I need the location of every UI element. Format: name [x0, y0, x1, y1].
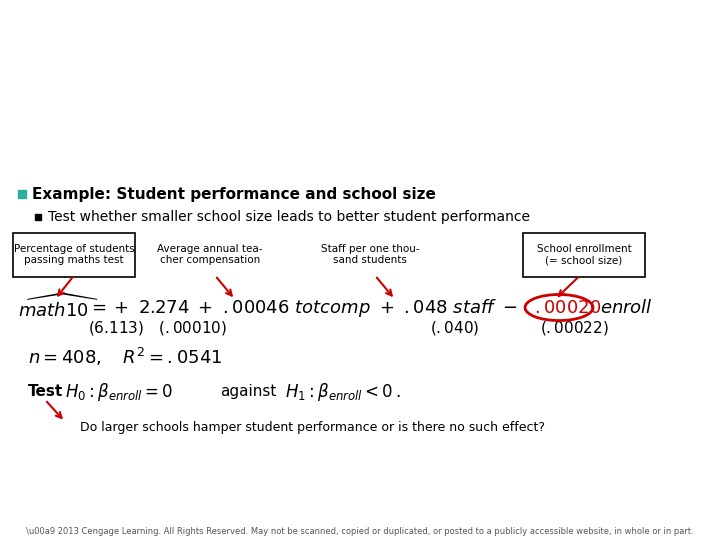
Text: $enroll$: $enroll$ [600, 299, 653, 316]
Text: $(.00022)$: $(.00022)$ [540, 319, 609, 336]
Text: $n = 408, \quad R^2 = .0541$: $n = 408, \quad R^2 = .0541$ [28, 346, 222, 368]
Text: Test whether smaller school size leads to better student performance: Test whether smaller school size leads t… [48, 211, 530, 224]
Text: Example: Student performance and school size: Example: Student performance and school … [32, 187, 436, 202]
Text: Multiple Regression: Multiple Regression [28, 43, 370, 72]
Text: $= +\ 2.274\ +\ .00046\ totcomp\ +\ .048\ staff\ -$: $= +\ 2.274\ +\ .00046\ totcomp\ +\ .048… [88, 296, 518, 319]
Text: Percentage of students
passing maths test: Percentage of students passing maths tes… [14, 244, 135, 265]
Text: Test: Test [28, 384, 63, 399]
Text: $H_1 : \beta_{enroll} < 0\,.$: $H_1 : \beta_{enroll} < 0\,.$ [285, 381, 401, 403]
Text: Average annual tea-
cher compensation: Average annual tea- cher compensation [157, 244, 263, 265]
Text: $.00020$: $.00020$ [534, 299, 601, 316]
Text: Staff per one thou-
sand students: Staff per one thou- sand students [320, 244, 419, 265]
Text: $\widehat{math10}$: $\widehat{math10}$ [18, 294, 99, 321]
FancyBboxPatch shape [13, 233, 135, 278]
Text: Do larger schools hamper student performance or is there no such effect?: Do larger schools hamper student perform… [80, 421, 545, 434]
Text: against: against [220, 384, 276, 399]
Text: $(6.113)\ \ \ (.00010)$: $(6.113)\ \ \ (.00010)$ [88, 319, 228, 336]
Text: $H_0 : \beta_{enroll} = 0$: $H_0 : \beta_{enroll} = 0$ [65, 381, 174, 403]
Text: $(.040)$: $(.040)$ [430, 319, 480, 336]
FancyBboxPatch shape [523, 233, 645, 278]
Text: Analysis: Inference: Analysis: Inference [28, 104, 356, 132]
Text: \u00a9 2013 Cengage Learning. All Rights Reserved. May not be scanned, copied or: \u00a9 2013 Cengage Learning. All Rights… [26, 528, 694, 536]
Text: School enrollment
(= school size): School enrollment (= school size) [536, 244, 631, 265]
